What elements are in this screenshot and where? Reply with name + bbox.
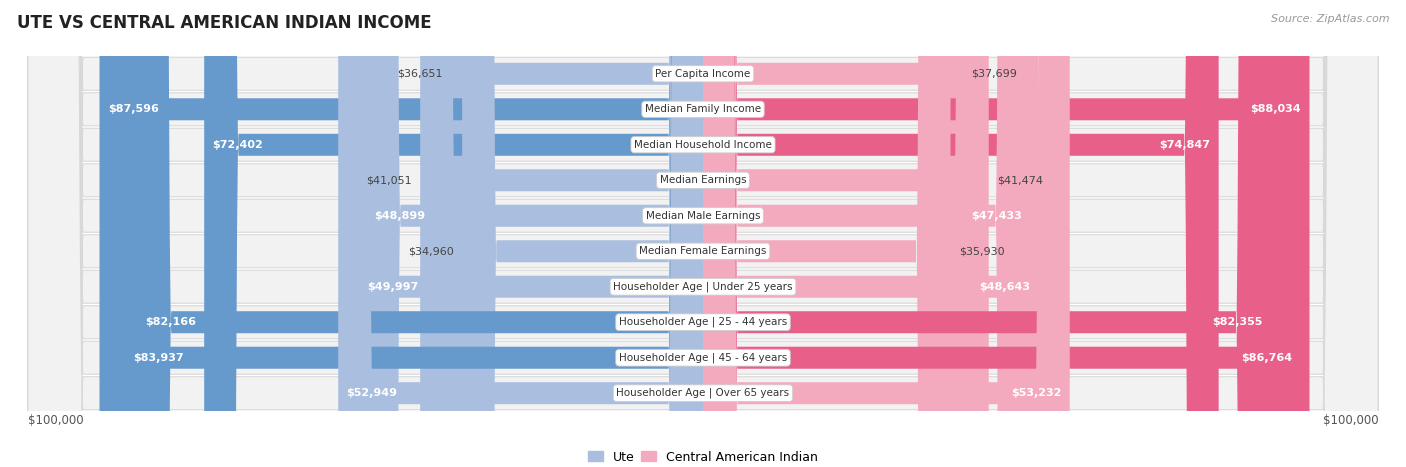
- FancyBboxPatch shape: [359, 0, 703, 467]
- Text: $74,847: $74,847: [1160, 140, 1211, 150]
- FancyBboxPatch shape: [420, 0, 703, 467]
- Text: $53,232: $53,232: [1011, 388, 1062, 398]
- Text: Source: ZipAtlas.com: Source: ZipAtlas.com: [1271, 14, 1389, 24]
- Text: $86,764: $86,764: [1241, 353, 1292, 363]
- Text: $100,000: $100,000: [28, 414, 83, 427]
- Text: $35,930: $35,930: [959, 246, 1004, 256]
- Text: Householder Age | Over 65 years: Householder Age | Over 65 years: [616, 388, 790, 398]
- Text: UTE VS CENTRAL AMERICAN INDIAN INCOME: UTE VS CENTRAL AMERICAN INDIAN INCOME: [17, 14, 432, 32]
- Text: Median Household Income: Median Household Income: [634, 140, 772, 150]
- Text: $41,474: $41,474: [997, 175, 1043, 185]
- FancyBboxPatch shape: [703, 0, 1271, 467]
- Text: $72,402: $72,402: [212, 140, 263, 150]
- FancyBboxPatch shape: [136, 0, 703, 467]
- FancyBboxPatch shape: [28, 0, 1378, 467]
- FancyBboxPatch shape: [28, 0, 1378, 467]
- FancyBboxPatch shape: [28, 0, 1378, 467]
- Text: $41,051: $41,051: [367, 175, 412, 185]
- FancyBboxPatch shape: [463, 0, 703, 467]
- FancyBboxPatch shape: [366, 0, 703, 467]
- FancyBboxPatch shape: [450, 0, 703, 467]
- FancyBboxPatch shape: [703, 0, 1038, 467]
- FancyBboxPatch shape: [28, 0, 1378, 467]
- FancyBboxPatch shape: [703, 0, 1070, 467]
- Text: Median Family Income: Median Family Income: [645, 104, 761, 114]
- Text: $82,355: $82,355: [1212, 317, 1263, 327]
- Text: $49,997: $49,997: [367, 282, 418, 292]
- FancyBboxPatch shape: [28, 0, 1378, 467]
- Text: $83,937: $83,937: [134, 353, 184, 363]
- Text: Median Earnings: Median Earnings: [659, 175, 747, 185]
- Legend: Ute, Central American Indian: Ute, Central American Indian: [583, 446, 823, 467]
- Text: $88,034: $88,034: [1250, 104, 1301, 114]
- Text: $82,166: $82,166: [145, 317, 197, 327]
- Text: $47,433: $47,433: [970, 211, 1022, 221]
- FancyBboxPatch shape: [703, 0, 1309, 467]
- FancyBboxPatch shape: [100, 0, 703, 467]
- FancyBboxPatch shape: [28, 0, 1378, 467]
- FancyBboxPatch shape: [28, 0, 1378, 467]
- Text: $52,949: $52,949: [346, 388, 398, 398]
- FancyBboxPatch shape: [703, 0, 988, 467]
- FancyBboxPatch shape: [125, 0, 703, 467]
- Text: $37,699: $37,699: [972, 69, 1017, 79]
- FancyBboxPatch shape: [703, 0, 963, 467]
- FancyBboxPatch shape: [339, 0, 703, 467]
- FancyBboxPatch shape: [204, 0, 703, 467]
- FancyBboxPatch shape: [28, 0, 1378, 467]
- FancyBboxPatch shape: [703, 0, 950, 467]
- Text: Median Male Earnings: Median Male Earnings: [645, 211, 761, 221]
- FancyBboxPatch shape: [28, 0, 1378, 467]
- Text: $36,651: $36,651: [396, 69, 443, 79]
- Text: Householder Age | 45 - 64 years: Householder Age | 45 - 64 years: [619, 353, 787, 363]
- Text: Median Female Earnings: Median Female Earnings: [640, 246, 766, 256]
- Text: $34,960: $34,960: [408, 246, 454, 256]
- Text: $48,899: $48,899: [374, 211, 426, 221]
- Text: Householder Age | Under 25 years: Householder Age | Under 25 years: [613, 282, 793, 292]
- FancyBboxPatch shape: [703, 0, 1029, 467]
- Text: $100,000: $100,000: [1323, 414, 1378, 427]
- FancyBboxPatch shape: [28, 0, 1378, 467]
- Text: Per Capita Income: Per Capita Income: [655, 69, 751, 79]
- Text: Householder Age | 25 - 44 years: Householder Age | 25 - 44 years: [619, 317, 787, 327]
- FancyBboxPatch shape: [703, 0, 1219, 467]
- Text: $48,643: $48,643: [979, 282, 1029, 292]
- Text: $87,596: $87,596: [108, 104, 159, 114]
- FancyBboxPatch shape: [703, 0, 1301, 467]
